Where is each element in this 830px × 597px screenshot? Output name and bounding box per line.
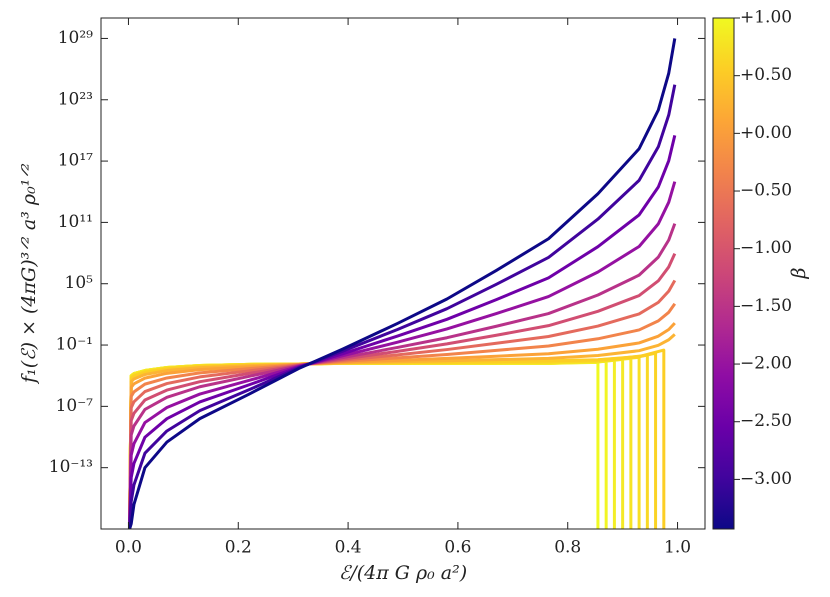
x-tick-label: 0.0	[115, 538, 142, 558]
y-tick-label: 10¹¹	[58, 212, 93, 232]
colorbar-tick-label: −3.00	[740, 469, 792, 489]
x-tick-label: 0.6	[444, 538, 471, 558]
colorbar-tick-label: −0.50	[740, 181, 792, 201]
y-tick-label: 10⁵	[65, 273, 94, 293]
curve	[128, 355, 641, 529]
curve	[128, 181, 677, 529]
curve	[128, 38, 677, 529]
plot-frame	[100, 17, 706, 530]
y-tick-label: 10²³	[58, 89, 93, 109]
colorbar	[712, 17, 735, 530]
y-tick-label: 10⁻⁷	[56, 396, 94, 416]
plot-lines	[128, 38, 677, 529]
y-tick-label: 10¹⁷	[58, 151, 93, 171]
y-axis-label: f₁(ℰ) × (4πG)³ᐟ² a³ ρ₀¹ᐟ²	[18, 163, 40, 385]
y-tick-label: 10⁻¹	[56, 335, 93, 355]
curve	[128, 134, 677, 529]
x-tick-label: 1.0	[664, 538, 691, 558]
colorbar-tick-label: +1.00	[740, 8, 792, 28]
y-tick-label: 10⁻¹³	[49, 457, 93, 477]
curve	[128, 84, 677, 529]
x-axis-label: ℰ/(4π G ρ₀ a²)	[339, 562, 467, 584]
colorbar-tick-label: −1.00	[740, 238, 792, 258]
colorbar-tick-label: +0.00	[740, 123, 792, 143]
curve	[128, 252, 677, 529]
x-tick-label: 0.2	[225, 538, 252, 558]
curve	[128, 223, 677, 529]
curve	[128, 302, 677, 529]
x-tick-label: 0.8	[554, 538, 581, 558]
colorbar-tick-label: +0.50	[740, 65, 792, 85]
colorbar-tick-label: −2.50	[740, 411, 792, 431]
curve	[128, 322, 676, 529]
colorbar-label: β	[788, 267, 810, 279]
curve	[128, 356, 633, 529]
colorbar-tick-label: −1.50	[740, 296, 792, 316]
x-tick-label: 0.4	[335, 538, 362, 558]
colorbar-tick-label: −2.00	[740, 354, 792, 374]
curve	[128, 279, 677, 529]
y-tick-label: 10²⁹	[58, 28, 93, 48]
